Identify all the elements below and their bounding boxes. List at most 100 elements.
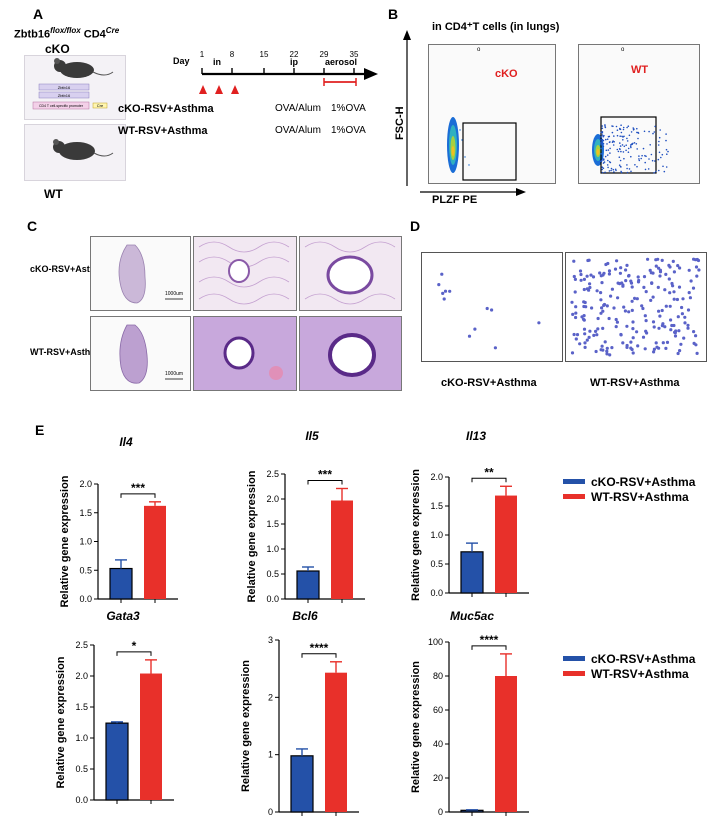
y-tick-label: 1.0 [75, 733, 88, 743]
significance-stars: *** [318, 468, 332, 482]
y-tick-label: 0.5 [79, 565, 92, 575]
y-tick-label: 100 [428, 637, 443, 647]
bal-cko-image [421, 252, 563, 362]
bar-cko [460, 809, 484, 813]
cko-mouse-card: Zbtb16 Zbtb16 CD4 T cell-specific promot… [24, 55, 126, 120]
cko-mouse-illustration: Zbtb16 Zbtb16 CD4 T cell-specific promot… [32, 58, 114, 110]
significance-bracket [120, 493, 156, 498]
flow-scatter-wt: o WT [592, 47, 669, 174]
genotype-title: Zbtb16flox/flox CD4Cre [14, 26, 120, 41]
chart-title: Il5 [305, 430, 319, 443]
in-arrow-1 [199, 85, 207, 94]
day-label: Day [173, 56, 190, 66]
y-tick-label: 0.0 [75, 795, 88, 805]
bar-wt [325, 672, 347, 812]
panel-e-label: E [35, 422, 45, 438]
y-tick-label: 1.5 [430, 501, 443, 511]
y-tick-label: 0 [438, 807, 443, 817]
group-row-2-col1: OVA/Alum [275, 125, 321, 136]
svg-text:Zbtb16: Zbtb16 [58, 85, 71, 90]
y-tick-label: 2.0 [75, 671, 88, 681]
bar-cko [105, 722, 129, 801]
y-axis-label: Relative gene expression [246, 470, 258, 602]
histo-whole-lung-wt: 1000um [90, 316, 191, 391]
in-arrow-3 [231, 85, 239, 94]
y-tick-label: 2.0 [266, 494, 279, 504]
y-tick-label: 0 [268, 807, 273, 817]
bar-wt [495, 676, 517, 812]
svg-text:aerosol: aerosol [325, 57, 357, 67]
svg-text:cKO: cKO [495, 68, 518, 80]
histo-zoom1-cko [193, 236, 297, 311]
significance-bracket [471, 645, 507, 650]
chart-title: Bcl6 [292, 609, 318, 623]
y-tick-label: 2.0 [79, 479, 92, 489]
bal-cko-cells [437, 272, 541, 350]
bar-cko [296, 570, 320, 600]
y-tick-label: 2.5 [266, 469, 279, 479]
svg-text:ip: ip [290, 57, 299, 67]
y-tick-label: 0.5 [75, 764, 88, 774]
svg-text:Zbtb16: Zbtb16 [58, 93, 71, 98]
flow-plot-wt: o WT [578, 44, 700, 184]
y-tick-label: 2.0 [430, 472, 443, 482]
wt-mouse-illustration [53, 139, 114, 160]
y-tick-label: 0.5 [266, 569, 279, 579]
gate-cko [462, 122, 517, 181]
y-tick-label: 1.0 [79, 537, 92, 547]
legend-item-cko: cKO-RSV+Asthma [563, 474, 695, 489]
y-tick-label: 0.0 [430, 588, 443, 598]
group-row-1-name: cKO-RSV+Asthma [118, 103, 214, 115]
bar-wt [495, 495, 517, 593]
y-tick-label: 1.5 [79, 508, 92, 518]
y-tick-label: 2 [268, 692, 273, 702]
chart-bcl6: Bcl6 0 1 2 3 Relative gene expression **** [240, 609, 359, 817]
significance-bracket [307, 480, 343, 485]
chart-il4: Il4 0.0 0.5 1.0 1.5 2.0 Relative gene expressi… [59, 435, 178, 608]
significance-stars: **** [310, 641, 329, 655]
svg-text:1: 1 [200, 50, 205, 59]
svg-text:8: 8 [230, 50, 235, 59]
in-arrow-2 [215, 85, 223, 94]
histo-row1-label: cKO-RSV+Asthma [30, 264, 109, 274]
svg-text:29: 29 [320, 50, 329, 59]
panel-d-label: D [410, 218, 421, 234]
significance-stars: *** [131, 481, 145, 495]
wt-mouse-card [24, 124, 126, 181]
y-tick-label: 1.5 [75, 702, 88, 712]
bar-wt [140, 673, 162, 800]
chart-title: Muc5ac [450, 609, 494, 623]
gene-expression-charts: Il4 0.0 0.5 1.0 1.5 2.0 Relative gene expressi… [55, 430, 529, 817]
group-row-1-col1: OVA/Alum [275, 103, 321, 114]
chart-title: Il4 [119, 435, 133, 449]
bar-wt [144, 505, 166, 599]
legend-top: cKO-RSV+Asthma WT-RSV+Asthma [563, 474, 695, 504]
y-axis-label: Relative gene expression [59, 475, 71, 607]
svg-text:Cre: Cre [97, 103, 104, 108]
construct-bar-1 [38, 83, 90, 91]
svg-text:1000um: 1000um [165, 291, 183, 297]
y-axis-label: Relative gene expression [55, 656, 67, 788]
group-row-1-col2: 1%OVA [331, 103, 366, 114]
chart-muc5ac: Muc5ac 0 20 40 60 80 100 Relative gene expressi… [410, 609, 529, 817]
histo-row2-label: WT-RSV+Asthma [30, 347, 104, 357]
chart-title: Gata3 [106, 609, 140, 623]
flow-xlabel: PLZF PE [432, 194, 478, 206]
significance-stars: ** [484, 465, 494, 479]
legend-swatch-cko [563, 479, 585, 484]
y-tick-label: 0.5 [430, 559, 443, 569]
flow-scatter-cko: o cKO [447, 47, 518, 181]
significance-stars: * [132, 639, 137, 653]
histo-whole-lung-cko: 1000um [90, 236, 191, 311]
panel-b-label: B [388, 6, 399, 22]
svg-text:in: in [213, 57, 221, 67]
bar-cko [109, 567, 133, 600]
construct-promoter [32, 101, 90, 110]
y-axis-label: Relative gene expression [410, 469, 422, 601]
legend-item-wt: WT-RSV+Asthma [563, 489, 695, 504]
y-tick-label: 80 [433, 671, 443, 681]
svg-text:22: 22 [290, 50, 299, 59]
y-tick-label: 1.0 [430, 530, 443, 540]
legend-swatch-wt [563, 494, 585, 499]
flow-axes [403, 30, 526, 196]
